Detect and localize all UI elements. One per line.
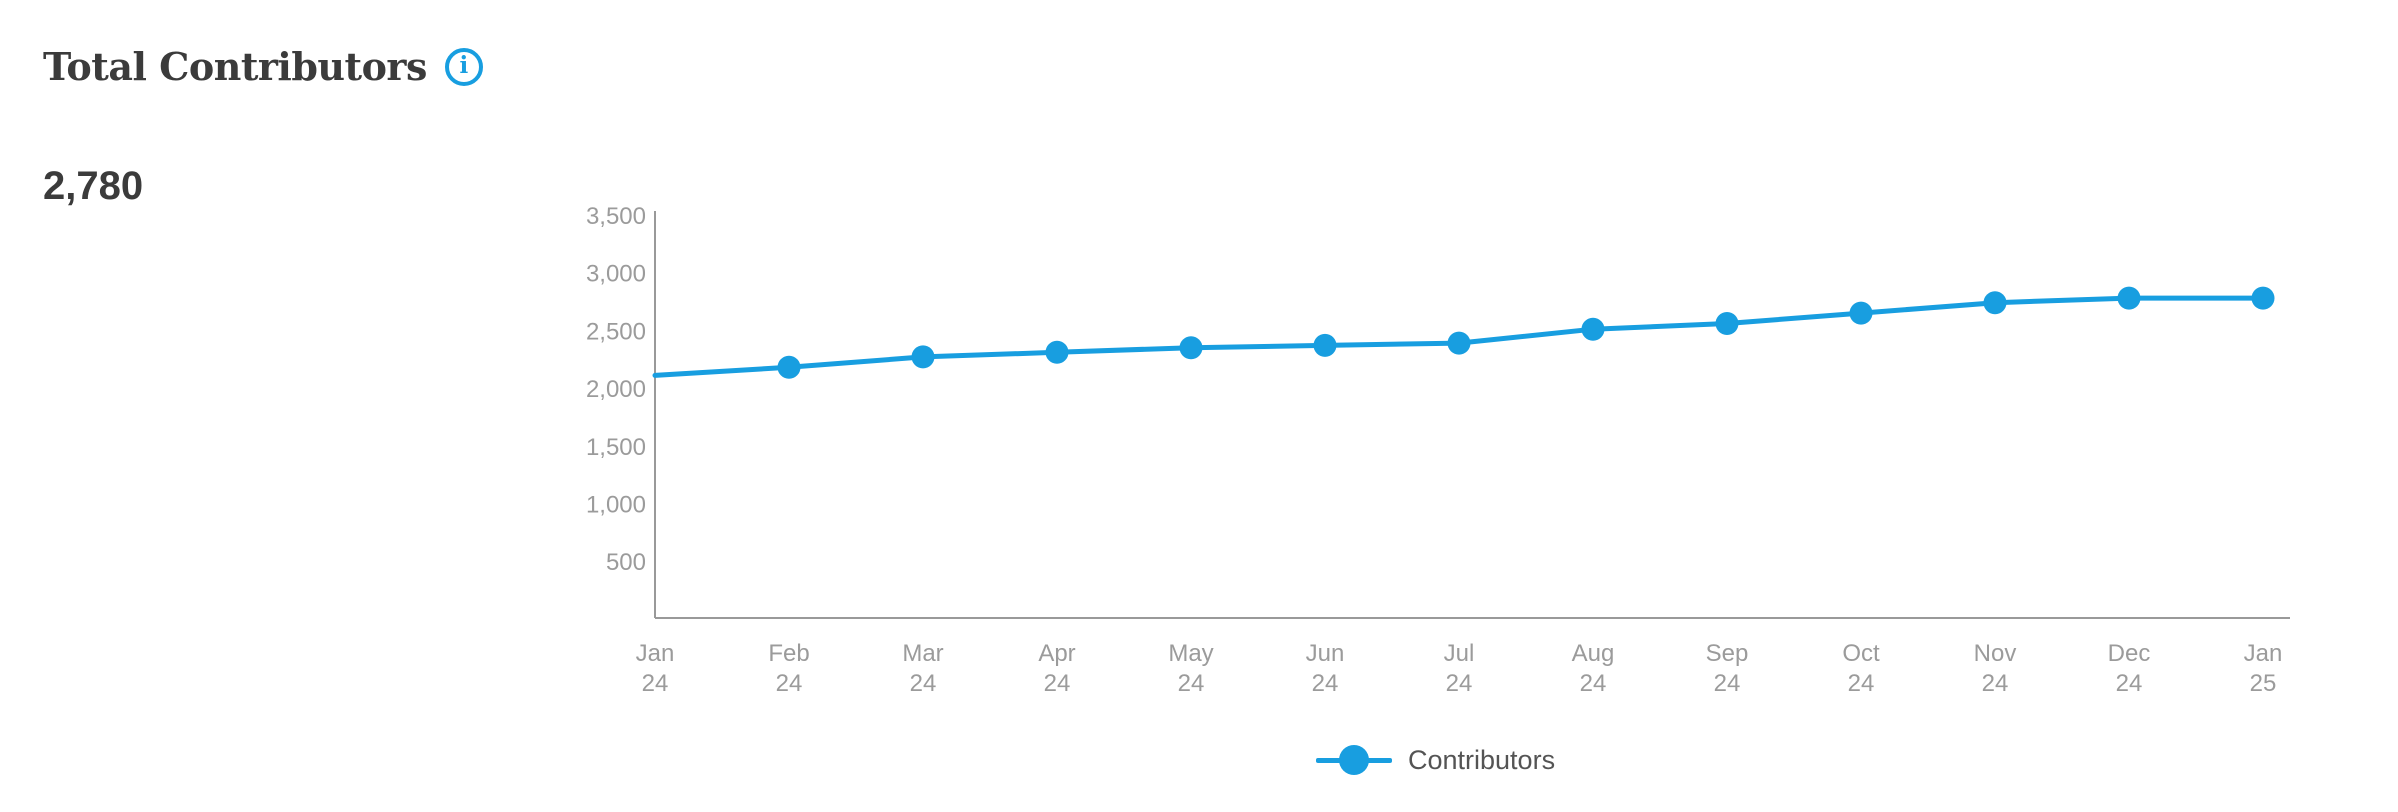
x-tick-label-year: 24 bbox=[1446, 670, 1473, 697]
data-point[interactable] bbox=[2117, 286, 2141, 310]
x-tick-label-month: May bbox=[1168, 640, 1213, 667]
legend-line-dot-marker bbox=[1316, 740, 1392, 780]
data-point[interactable] bbox=[1179, 336, 1203, 360]
x-tick-label-month: Nov bbox=[1974, 640, 2017, 667]
legend-dot bbox=[1339, 745, 1369, 775]
y-tick-label: 1,000 bbox=[586, 491, 646, 518]
stat-value: 2,780 bbox=[43, 164, 144, 208]
y-tick-label: 2,500 bbox=[586, 318, 646, 345]
y-tick-label: 3,500 bbox=[586, 203, 646, 230]
x-tick-label-year: 24 bbox=[2116, 670, 2143, 697]
data-point[interactable] bbox=[1983, 291, 2007, 315]
data-point[interactable] bbox=[1581, 317, 1605, 341]
x-tick-label-year: 24 bbox=[1178, 670, 1205, 697]
x-tick-label-month: Aug bbox=[1572, 640, 1615, 667]
info-icon-glyph: i bbox=[459, 52, 469, 80]
data-point[interactable] bbox=[1045, 340, 1069, 364]
x-tick-label-month: Jan bbox=[636, 640, 675, 667]
x-tick-label-month: Jul bbox=[1444, 640, 1475, 667]
y-tick-label: 1,500 bbox=[586, 434, 646, 461]
card-header: Total Contributors i bbox=[43, 44, 483, 90]
contributors-line-chart: 500 1,000 1,500 2,000 2,500 3,000 3,500 Jan 24 Fe… bbox=[586, 203, 2290, 697]
x-tick-label-month: Dec bbox=[2108, 640, 2151, 667]
data-point[interactable] bbox=[777, 355, 801, 379]
data-point[interactable] bbox=[1849, 301, 1873, 325]
x-tick-label-year: 24 bbox=[776, 670, 803, 697]
x-tick-label-month: Feb bbox=[768, 640, 809, 667]
chart-area: 500 1,000 1,500 2,000 2,500 3,000 3,500 Jan 24 Fe… bbox=[560, 130, 2398, 812]
data-point[interactable] bbox=[2251, 286, 2275, 310]
data-point[interactable] bbox=[911, 345, 935, 369]
x-tick-label-year: 24 bbox=[642, 670, 669, 697]
x-tick-label-month: Mar bbox=[902, 640, 943, 667]
legend-item-contributors[interactable]: Contributors bbox=[1316, 740, 1555, 780]
data-point[interactable] bbox=[1313, 333, 1337, 357]
x-tick-label-year: 24 bbox=[910, 670, 937, 697]
x-tick-label-month: Apr bbox=[1038, 640, 1075, 667]
x-tick-label-year: 24 bbox=[1580, 670, 1607, 697]
x-tick-label-year: 24 bbox=[1982, 670, 2009, 697]
y-tick-label: 3,000 bbox=[586, 261, 646, 288]
x-tick-label-month: Jan bbox=[2244, 640, 2283, 667]
x-tick-label-year: 24 bbox=[1312, 670, 1339, 697]
y-tick-label: 500 bbox=[606, 549, 646, 576]
x-tick-label-month: Oct bbox=[1842, 640, 1880, 667]
x-tick-label-month: Sep bbox=[1706, 640, 1749, 667]
x-tick-label-month: Jun bbox=[1306, 640, 1345, 667]
x-tick-label-year: 25 bbox=[2250, 670, 2277, 697]
info-icon[interactable]: i bbox=[444, 47, 483, 86]
chart-legend: Contributors bbox=[1316, 740, 1555, 780]
legend-label: Contributors bbox=[1408, 745, 1556, 775]
x-tick-label-year: 24 bbox=[1714, 670, 1741, 697]
x-tick-label-year: 24 bbox=[1044, 670, 1071, 697]
data-point[interactable] bbox=[1447, 331, 1471, 355]
y-tick-label: 2,000 bbox=[586, 376, 646, 403]
page-title: Total Contributors bbox=[43, 44, 427, 89]
x-tick-label-year: 24 bbox=[1848, 670, 1875, 697]
data-point[interactable] bbox=[1715, 312, 1739, 335]
